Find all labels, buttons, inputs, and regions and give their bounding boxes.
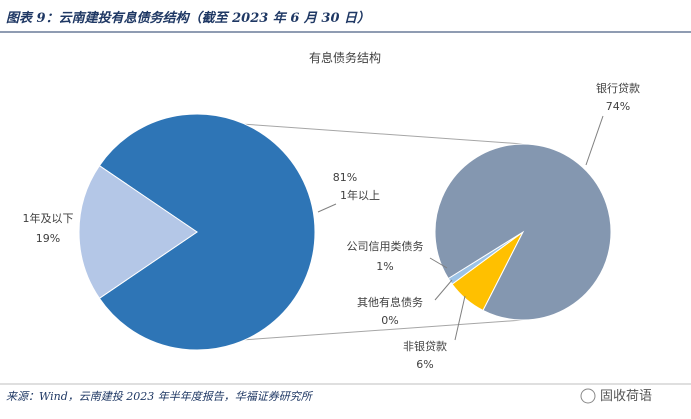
pie-slice: [98, 113, 316, 351]
chart-title: 有息债务结构: [309, 50, 381, 65]
pie-slice: [434, 143, 612, 321]
source: 来源：Wind，云南建投 2023 年半年度报告，华福证券研究所: [6, 390, 314, 403]
data-label: 0%: [381, 314, 398, 327]
leader-line: [434, 279, 453, 301]
connector-line: [244, 319, 524, 341]
category-label: 非银贷款: [403, 339, 447, 353]
data-label: 19%: [36, 232, 60, 245]
category-label: 1年以上: [340, 188, 380, 202]
header-title: 图表 9：云南建投有息债务结构（截至 2023 年 6 月 30 日）: [6, 10, 370, 26]
pie-slice: [78, 164, 198, 300]
watermark-icon: [580, 388, 596, 404]
data-label: 81%: [333, 171, 357, 184]
watermark: 固收荷语: [600, 389, 652, 404]
data-label: 1%: [376, 260, 393, 273]
leader-line: [454, 295, 466, 341]
category-label: 银行贷款: [596, 81, 640, 95]
category-label: 其他有息债务: [357, 295, 423, 309]
leader-line: [429, 257, 448, 269]
connector-line: [244, 123, 524, 145]
data-label: 74%: [606, 100, 630, 113]
category-label: 公司信用类债务: [347, 239, 424, 253]
data-label: 6%: [416, 358, 433, 371]
leader-line: [317, 203, 337, 213]
leader-line: [585, 115, 604, 166]
category-label: 1年及以下: [23, 211, 74, 225]
plot: [78, 113, 612, 351]
